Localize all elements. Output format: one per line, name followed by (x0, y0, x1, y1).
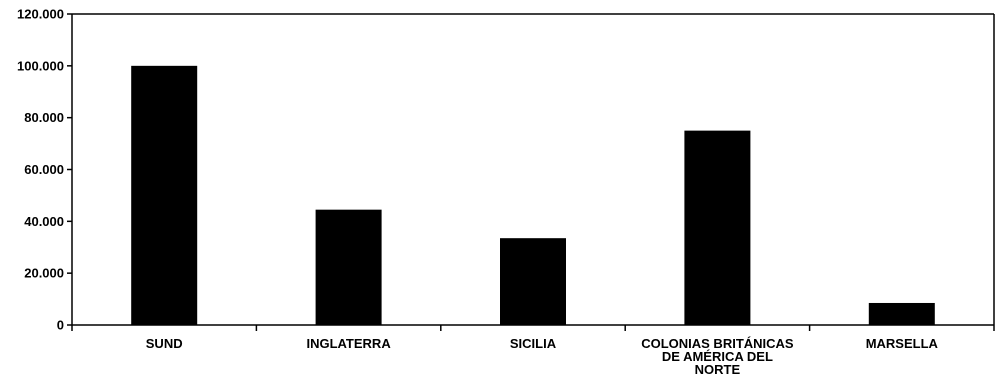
x-tick-label: MARSELLA (866, 336, 939, 351)
bars (131, 65, 935, 325)
x-tick-label: INGLATERRA (306, 336, 391, 351)
plot-area (72, 13, 995, 325)
y-tick-label: 20.000 (24, 266, 64, 281)
y-axis: 0 20.000 40.000 60.000 80.000 100.000 120.000 (17, 7, 73, 333)
y-tick-label: 100.000 (17, 58, 64, 73)
x-tick-label: COLONIAS BRITÁNICAS (641, 336, 794, 351)
y-tick-label: 0 (57, 318, 64, 333)
bar-inglaterra (315, 209, 382, 325)
x-tick-label: SUND (146, 336, 183, 351)
bar-marsella (868, 302, 935, 325)
bar-sicilia (500, 238, 566, 325)
y-tick-label: 40.000 (24, 214, 64, 229)
y-tick-label: 120.000 (17, 7, 64, 22)
bar-colonias-brit-nicas-de-am-rica-del-norte (684, 130, 751, 325)
bar-sund (131, 65, 198, 325)
y-tick-label: 60.000 (24, 162, 64, 177)
y-tick-label: 80.000 (24, 110, 64, 125)
x-tick-label: NORTE (695, 362, 741, 377)
x-tick-label: SICILIA (510, 336, 557, 351)
x-axis: SUND INGLATERRA SICILIA COLONIAS BRITÁNICAS… (71, 324, 995, 377)
x-tick-label: DE AMÉRICA DEL (662, 349, 773, 364)
